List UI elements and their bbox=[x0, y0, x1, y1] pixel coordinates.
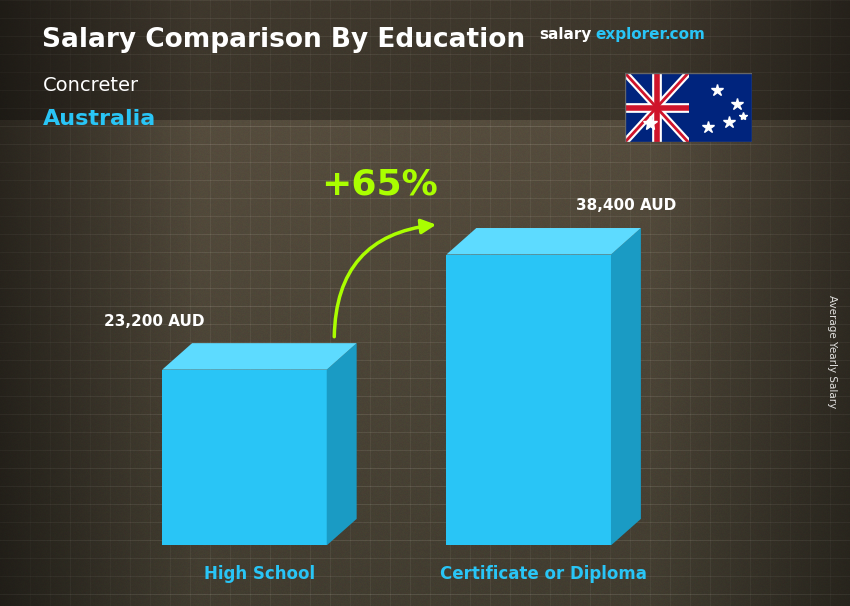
Text: explorer: explorer bbox=[595, 27, 667, 42]
Text: 23,200 AUD: 23,200 AUD bbox=[105, 313, 205, 328]
Polygon shape bbox=[625, 73, 752, 142]
Text: Average Yearly Salary: Average Yearly Salary bbox=[827, 295, 837, 408]
Polygon shape bbox=[446, 228, 641, 255]
Text: 38,400 AUD: 38,400 AUD bbox=[575, 198, 676, 213]
Polygon shape bbox=[326, 343, 357, 545]
Polygon shape bbox=[446, 255, 611, 545]
Polygon shape bbox=[688, 73, 752, 142]
Text: Concreter: Concreter bbox=[42, 76, 139, 95]
Text: Australia: Australia bbox=[42, 109, 156, 129]
Polygon shape bbox=[162, 370, 326, 545]
Text: salary: salary bbox=[540, 27, 592, 42]
Polygon shape bbox=[611, 228, 641, 545]
Text: .com: .com bbox=[665, 27, 706, 42]
Text: Salary Comparison By Education: Salary Comparison By Education bbox=[42, 27, 525, 53]
Text: Certificate or Diploma: Certificate or Diploma bbox=[440, 565, 647, 584]
Polygon shape bbox=[162, 343, 357, 370]
Text: High School: High School bbox=[204, 565, 315, 584]
Text: +65%: +65% bbox=[320, 167, 438, 201]
